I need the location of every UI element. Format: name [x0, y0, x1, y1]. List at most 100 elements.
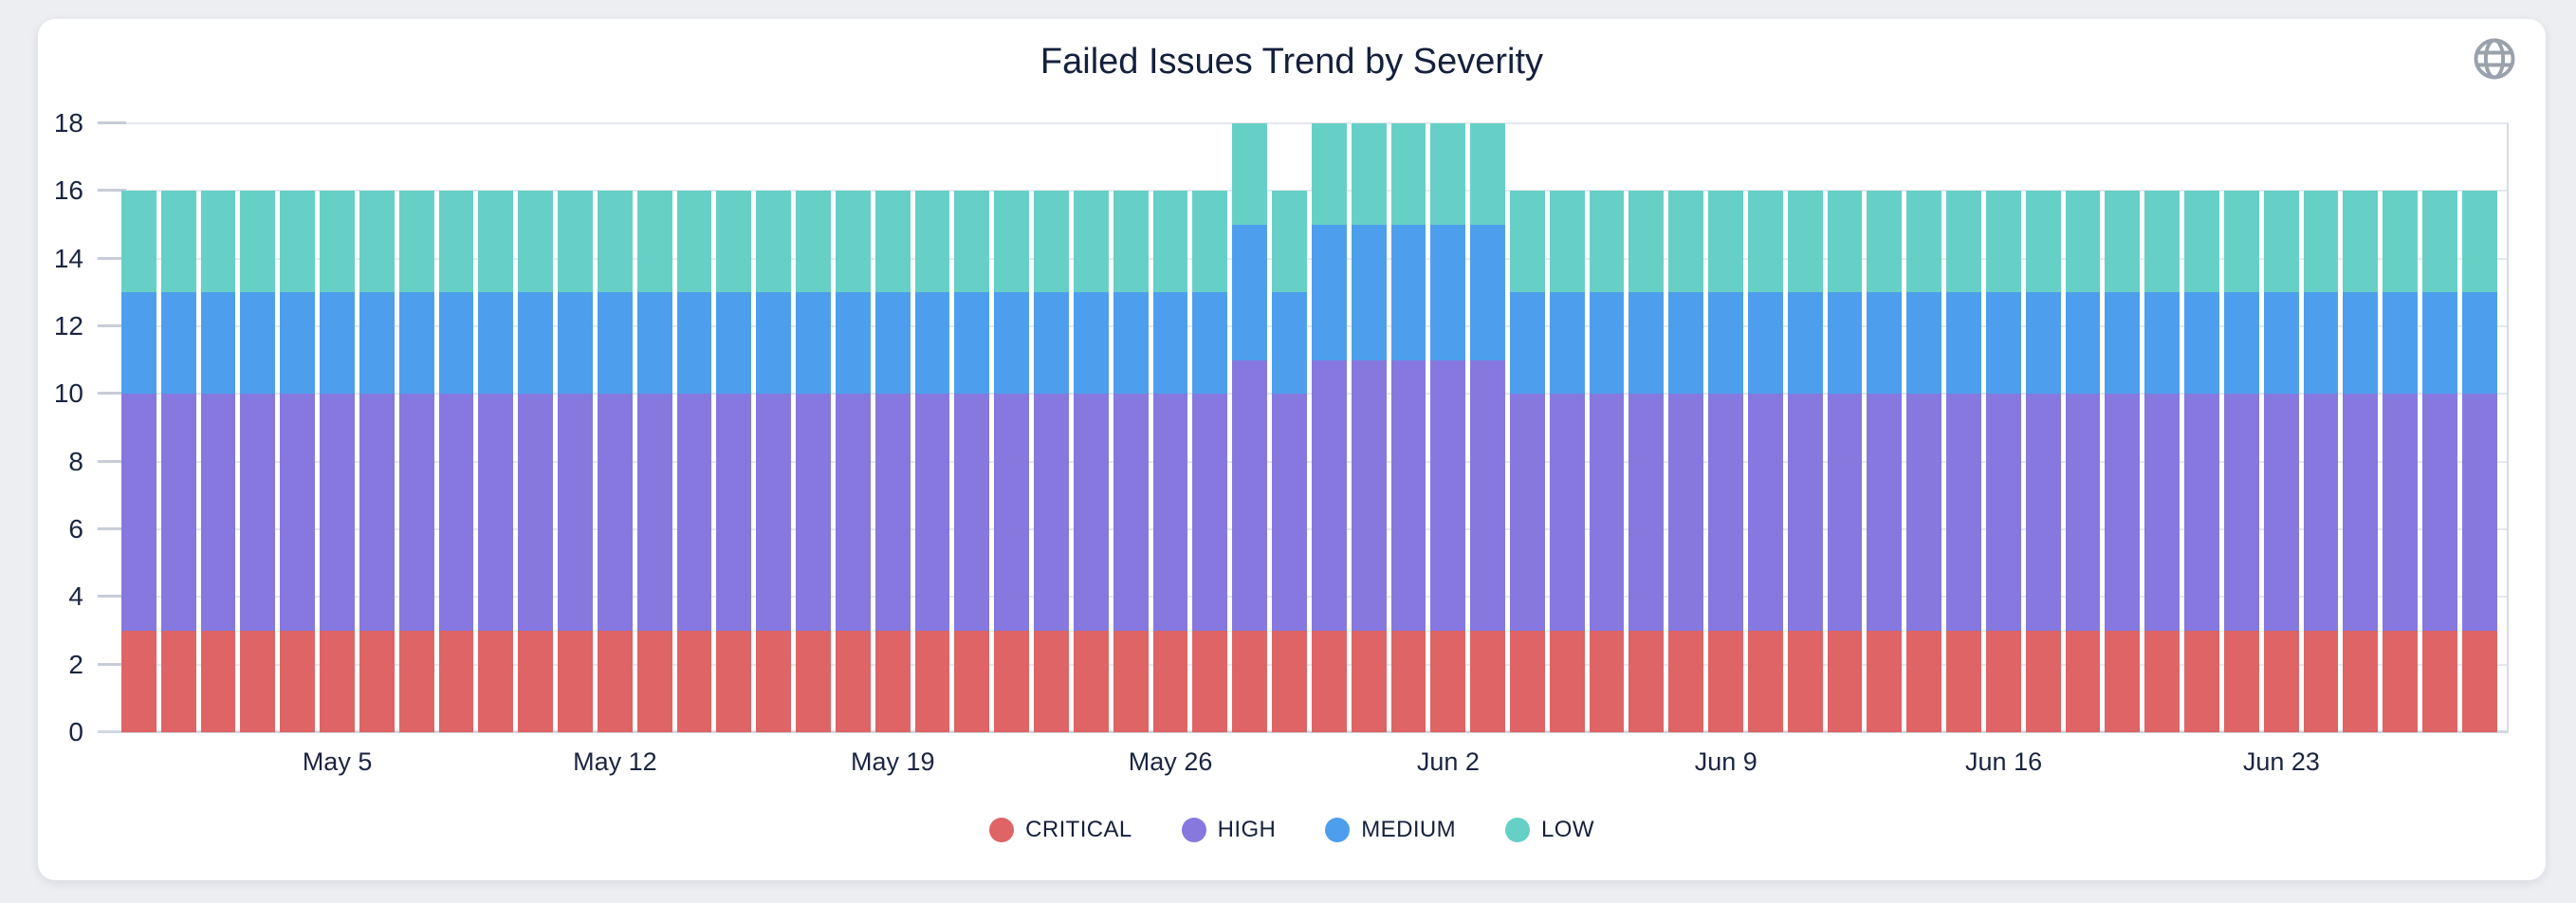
bar-segment-low[interactable] [2343, 191, 2379, 293]
bar-segment-high[interactable] [1430, 359, 1466, 631]
bar-segment-medium[interactable] [2461, 292, 2497, 395]
bar-stack[interactable] [1509, 123, 1545, 732]
bar-segment-critical[interactable] [1668, 631, 1704, 732]
bar-segment-medium[interactable] [1668, 292, 1704, 395]
bar-segment-medium[interactable] [1351, 225, 1387, 360]
bar-segment-low[interactable] [320, 191, 355, 293]
legend-item-high[interactable]: HIGH [1181, 817, 1277, 843]
bar-segment-low[interactable] [1589, 191, 1625, 293]
bar-segment-high[interactable] [2105, 394, 2141, 631]
bar-segment-high[interactable] [1549, 394, 1585, 631]
bar-stack[interactable] [636, 123, 672, 732]
bar-segment-critical[interactable] [1946, 631, 1981, 732]
bar-segment-critical[interactable] [1867, 631, 1903, 732]
bar-segment-medium[interactable] [2343, 292, 2379, 395]
bar-segment-low[interactable] [1985, 191, 2021, 293]
bar-segment-high[interactable] [1073, 394, 1109, 631]
bar-segment-medium[interactable] [1628, 292, 1665, 395]
bar-segment-critical[interactable] [1232, 631, 1268, 732]
bar-segment-critical[interactable] [2144, 631, 2180, 732]
bar-segment-medium[interactable] [1787, 292, 1823, 395]
bar-stack[interactable] [676, 123, 712, 732]
bar-segment-low[interactable] [121, 191, 156, 293]
bar-stack[interactable] [756, 123, 792, 732]
bar-stack[interactable] [200, 123, 236, 732]
bar-stack[interactable] [1708, 123, 1743, 732]
bar-stack[interactable] [835, 123, 871, 732]
bar-stack[interactable] [1351, 123, 1387, 732]
bar-segment-high[interactable] [160, 394, 196, 631]
bar-segment-low[interactable] [1034, 191, 1069, 293]
bar-segment-high[interactable] [1272, 394, 1307, 631]
bar-segment-high[interactable] [438, 394, 474, 631]
bar-segment-critical[interactable] [994, 631, 1030, 732]
bar-segment-critical[interactable] [636, 631, 672, 732]
bar-segment-medium[interactable] [200, 292, 236, 395]
bar-stack[interactable] [716, 123, 752, 732]
bar-stack[interactable] [1827, 123, 1863, 732]
bar-segment-high[interactable] [2144, 394, 2180, 631]
bar-segment-high[interactable] [2065, 394, 2101, 631]
bar-segment-critical[interactable] [676, 631, 712, 732]
bar-segment-medium[interactable] [2105, 292, 2141, 395]
bar-stack[interactable] [2184, 123, 2219, 732]
bar-segment-low[interactable] [1509, 191, 1545, 293]
bar-segment-low[interactable] [1272, 191, 1307, 293]
bar-stack[interactable] [1668, 123, 1704, 732]
bar-segment-high[interactable] [2303, 394, 2339, 631]
bar-segment-critical[interactable] [1747, 631, 1783, 732]
bar-segment-medium[interactable] [2184, 292, 2219, 395]
bar-segment-critical[interactable] [1192, 631, 1228, 732]
bar-segment-medium[interactable] [994, 292, 1030, 395]
bar-segment-high[interactable] [320, 394, 355, 631]
bar-segment-high[interactable] [2461, 394, 2497, 631]
bar-segment-medium[interactable] [1152, 292, 1188, 395]
bar-segment-high[interactable] [280, 394, 316, 631]
bar-segment-medium[interactable] [438, 292, 474, 395]
bar-segment-critical[interactable] [1589, 631, 1625, 732]
bar-segment-critical[interactable] [320, 631, 355, 732]
bar-segment-critical[interactable] [1113, 631, 1149, 732]
bar-segment-critical[interactable] [121, 631, 156, 732]
bar-segment-low[interactable] [2383, 191, 2419, 293]
bar-stack[interactable] [2383, 123, 2419, 732]
bar-stack[interactable] [2343, 123, 2379, 732]
bar-stack[interactable] [359, 123, 395, 732]
bar-segment-high[interactable] [914, 394, 950, 631]
bar-segment-low[interactable] [2105, 191, 2141, 293]
bar-segment-high[interactable] [1192, 394, 1228, 631]
bar-stack[interactable] [1549, 123, 1585, 732]
bar-segment-high[interactable] [478, 394, 514, 631]
bar-segment-high[interactable] [2383, 394, 2419, 631]
bar-stack[interactable] [2105, 123, 2141, 732]
bar-segment-medium[interactable] [1827, 292, 1863, 395]
bar-segment-medium[interactable] [280, 292, 316, 395]
bar-stack[interactable] [1152, 123, 1188, 732]
bar-segment-medium[interactable] [2303, 292, 2339, 395]
bar-segment-low[interactable] [160, 191, 196, 293]
bar-segment-medium[interactable] [1985, 292, 2021, 395]
bar-segment-medium[interactable] [1906, 292, 1942, 395]
bar-segment-critical[interactable] [1470, 631, 1505, 732]
bar-segment-low[interactable] [2184, 191, 2219, 293]
bar-segment-low[interactable] [1668, 191, 1704, 293]
bar-stack[interactable] [1906, 123, 1942, 732]
bar-segment-medium[interactable] [914, 292, 950, 395]
bar-segment-medium[interactable] [1113, 292, 1149, 395]
bar-segment-low[interactable] [1906, 191, 1942, 293]
bar-segment-medium[interactable] [2144, 292, 2180, 395]
bar-segment-medium[interactable] [796, 292, 831, 395]
bar-segment-critical[interactable] [518, 631, 554, 732]
bar-segment-low[interactable] [1113, 191, 1149, 293]
bar-stack[interactable] [121, 123, 156, 732]
bar-segment-high[interactable] [2184, 394, 2219, 631]
bar-segment-low[interactable] [1152, 191, 1188, 293]
bar-segment-medium[interactable] [1073, 292, 1109, 395]
bar-segment-medium[interactable] [121, 292, 156, 395]
bar-stack[interactable] [1272, 123, 1307, 732]
bar-stack[interactable] [1747, 123, 1783, 732]
bar-stack[interactable] [1073, 123, 1109, 732]
bar-segment-low[interactable] [1470, 123, 1505, 226]
bar-segment-medium[interactable] [874, 292, 911, 395]
bar-segment-medium[interactable] [1272, 292, 1307, 395]
